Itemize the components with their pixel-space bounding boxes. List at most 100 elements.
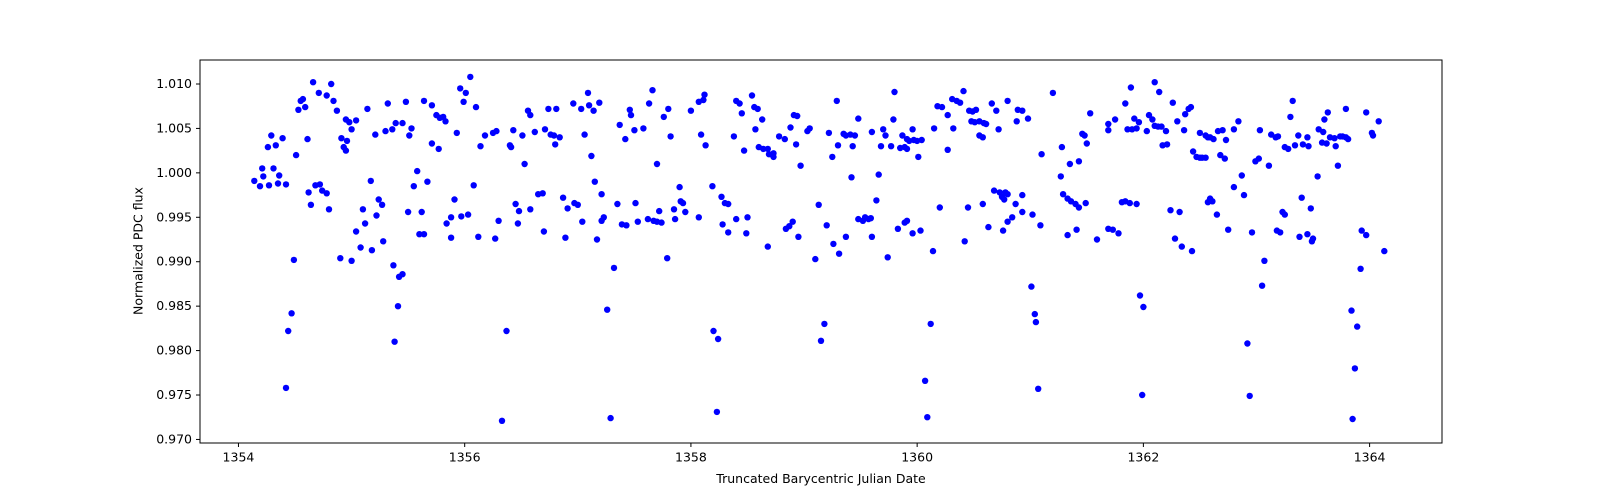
data-point [420,97,428,105]
data-point [1342,105,1350,113]
data-point [623,222,630,229]
data-point [352,117,360,124]
y-tick-label: 1.010 [156,76,192,91]
data-point [806,125,813,132]
y-tick-label: 0.975 [156,387,192,402]
data-point [428,102,436,109]
data-point [578,105,585,113]
data-point [821,320,828,328]
data-point [391,338,398,345]
data-point [550,132,558,139]
data-point [1038,151,1045,158]
data-point [309,79,317,86]
data-point [658,219,665,226]
data-point [1105,127,1112,134]
data-point [539,190,546,197]
data-point [770,153,777,161]
data-point [1115,230,1122,237]
data-point [1024,115,1032,122]
data-point [1304,231,1311,238]
data-point [676,183,683,191]
data-point [835,250,843,257]
data-point [1222,136,1230,144]
data-point [1122,100,1129,107]
data-point [815,201,822,208]
data-point [744,214,751,221]
data-point [1075,204,1083,211]
data-point [1381,247,1388,255]
data-point [292,151,300,159]
data-point [610,264,618,272]
data-point [514,220,522,227]
data-point [424,178,431,185]
data-point [903,217,911,224]
data-point [1178,243,1186,250]
data-point [540,228,548,235]
data-point [786,223,793,230]
data-point [1028,283,1035,290]
data-point [964,204,972,211]
data-point [775,133,783,140]
data-point [458,213,465,220]
data-point [1163,141,1171,148]
data-point [938,103,946,111]
x-tick-label: 1364 [1354,450,1386,465]
data-point [416,231,423,238]
data-point [1009,214,1016,221]
data-point [316,181,324,188]
data-point [740,147,748,154]
data-point [305,189,312,196]
data-point [622,135,629,143]
data-point [797,162,804,169]
data-point [899,132,906,139]
data-point [579,218,586,225]
data-point [330,97,337,105]
data-point [1066,160,1074,168]
data-point [447,234,455,241]
data-point [1344,135,1352,143]
data-point [979,134,986,141]
data-point [1001,196,1008,203]
data-point [1176,208,1183,216]
data-point [709,183,716,190]
data-point [304,135,311,143]
x-tick-label: 1358 [675,450,707,465]
data-point [670,206,678,213]
data-point [588,152,595,160]
data-point [1133,125,1140,132]
data-point [342,147,350,154]
data-point [1289,97,1296,105]
data-point [1073,226,1080,233]
data-point [1162,127,1170,135]
data-point [1354,323,1361,330]
data-point [346,119,353,126]
y-axis-label: Normalized PDC flux [130,187,146,315]
data-point [702,142,709,149]
data-point [1320,128,1327,136]
data-point [1004,191,1011,198]
data-point [752,126,759,133]
data-point [527,206,534,213]
data-point [1064,231,1071,239]
data-point [260,173,267,180]
data-point [743,230,750,237]
data-point [1196,129,1204,137]
data-point [279,135,286,142]
data-point [1133,200,1140,208]
data-point [1321,116,1328,123]
y-tick-label: 0.980 [156,343,192,358]
data-point [903,145,911,153]
data-point [1035,385,1042,392]
data-point [825,129,833,137]
data-point [1363,109,1370,116]
data-point [701,91,708,98]
data-point [851,132,859,139]
data-point [877,143,885,150]
data-point [274,180,282,187]
data-point [1189,148,1197,155]
data-point [270,165,277,172]
data-point [593,236,601,243]
data-point [656,207,663,215]
data-point [640,125,647,132]
data-point [399,119,406,127]
